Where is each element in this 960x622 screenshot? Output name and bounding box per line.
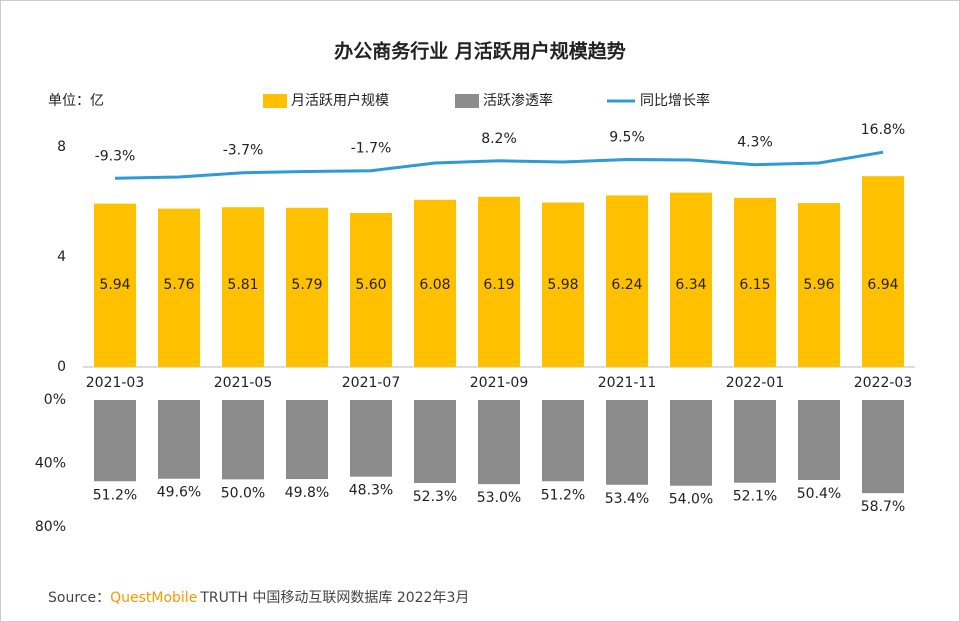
source-brand: QuestMobile — [110, 590, 197, 606]
y-tick-label: 0% — [44, 392, 66, 408]
legend-label: 月活跃用户规模 — [291, 92, 389, 109]
x-tick-label: 2022-01 — [726, 375, 785, 391]
bar-label: 53.4% — [605, 491, 649, 507]
x-tick-label: 2021-03 — [86, 375, 145, 391]
bar-label: 6.34 — [675, 277, 706, 293]
bar — [862, 400, 904, 494]
bar-label: 5.96 — [803, 277, 834, 293]
line — [114, 150, 884, 180]
bar-label: 5.60 — [355, 277, 386, 293]
bar — [350, 400, 392, 477]
bar-label: 52.1% — [733, 489, 777, 505]
bar — [670, 192, 712, 367]
bar — [286, 400, 328, 480]
bar — [606, 400, 648, 485]
bar — [478, 400, 520, 485]
legend-label: 活跃渗透率 — [483, 92, 553, 109]
line-label: -3.7% — [223, 143, 264, 159]
bar-label: 53.0% — [477, 490, 521, 506]
bar-label: 6.94 — [867, 277, 898, 293]
line-label: 4.3% — [737, 135, 773, 151]
bar — [414, 199, 456, 367]
bar — [478, 196, 520, 367]
line-label: 9.5% — [609, 130, 645, 146]
bar-label: 5.98 — [547, 277, 578, 293]
x-tick-label: 2021-05 — [214, 375, 273, 391]
bar-label: 6.24 — [611, 277, 642, 293]
x-tick-label: 2021-11 — [598, 375, 657, 391]
bar-label: 49.6% — [157, 485, 201, 501]
legend-swatch — [263, 94, 287, 108]
bar — [606, 195, 648, 367]
bar — [798, 400, 840, 481]
bar — [542, 400, 584, 482]
bar-label: 51.2% — [541, 487, 585, 503]
bar — [222, 400, 264, 480]
bar — [734, 400, 776, 483]
source: Source：QuestMobile TRUTH 中国移动互联网数据库 2022年… — [48, 590, 469, 606]
bar — [158, 400, 200, 479]
bar-label: 5.94 — [99, 277, 130, 293]
bar — [542, 202, 584, 367]
bar-label: 52.3% — [413, 489, 457, 505]
bar — [158, 208, 200, 367]
y-tick-label: 0 — [57, 359, 66, 375]
bar-label: 6.19 — [483, 277, 514, 293]
y-tick-label: 4 — [57, 249, 66, 265]
bar-label: 54.0% — [669, 492, 713, 508]
bar-label: 6.15 — [739, 277, 770, 293]
y-tick-label: 8 — [57, 139, 66, 155]
line-label: -9.3% — [95, 148, 136, 164]
bar — [350, 213, 392, 367]
unit-label: 单位：亿 — [48, 93, 104, 109]
y-tick-label: 80% — [35, 519, 66, 535]
source-text: TRUTH 中国移动互联网数据库 2022年3月 — [199, 590, 469, 606]
bar-label: 49.8% — [285, 485, 329, 501]
bar-label: 5.76 — [163, 277, 194, 293]
bar — [862, 176, 904, 367]
bar — [798, 203, 840, 367]
x-tick-label: 2021-07 — [342, 375, 401, 391]
bar-label: 51.2% — [93, 487, 137, 503]
source-label: Source： — [48, 590, 110, 606]
line-label: 8.2% — [481, 131, 517, 147]
bar-label: 58.7% — [861, 499, 905, 515]
x-tick-label: 2021-09 — [470, 375, 529, 391]
legend-swatch — [455, 94, 479, 108]
bar — [94, 203, 136, 367]
bar — [222, 207, 264, 367]
chart-title: 办公商务行业 月活跃用户规模趋势 — [334, 40, 626, 63]
bar-label: 5.81 — [227, 277, 258, 293]
line-label: -1.7% — [351, 141, 392, 157]
bar-label: 50.4% — [797, 486, 841, 502]
bar-label: 50.0% — [221, 485, 265, 501]
bar-label: 48.3% — [349, 483, 393, 499]
y-tick-label: 40% — [35, 456, 66, 472]
bar — [94, 400, 136, 482]
x-tick-label: 2022-03 — [854, 375, 913, 391]
bar — [670, 400, 712, 486]
line-label: 16.8% — [861, 122, 905, 138]
bar — [734, 197, 776, 367]
bar-label: 5.79 — [291, 277, 322, 293]
bar-label: 6.08 — [419, 277, 450, 293]
legend-label: 同比增长率 — [640, 92, 710, 109]
bar — [414, 400, 456, 484]
bar — [286, 207, 328, 367]
